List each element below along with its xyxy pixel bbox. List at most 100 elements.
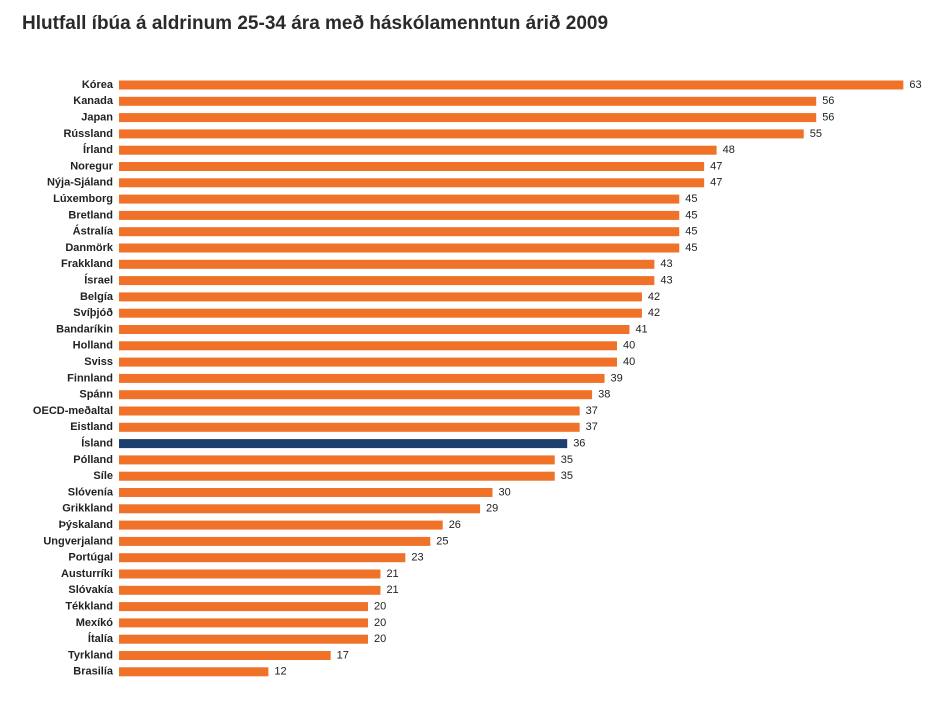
category-label: OECD-meðaltal [33, 405, 113, 417]
bar [119, 292, 642, 302]
bar [119, 243, 680, 253]
category-label: Holland [73, 340, 113, 352]
category-label: Bandaríkin [56, 323, 113, 335]
category-label: Eistland [70, 421, 113, 433]
value-label: 36 [573, 438, 585, 450]
bar [119, 634, 368, 644]
category-label: Síle [93, 470, 113, 482]
bar [119, 504, 481, 514]
value-label: 26 [449, 519, 461, 531]
value-label: 56 [822, 95, 834, 107]
bar [119, 113, 817, 123]
value-label: 20 [374, 601, 386, 613]
category-label: Spánn [79, 389, 113, 401]
bar [119, 80, 904, 90]
category-label: Portúgal [68, 552, 113, 564]
bar [119, 325, 630, 334]
bar [119, 651, 331, 660]
category-label: Svíþjóð [73, 307, 113, 319]
value-label: 55 [810, 128, 822, 140]
value-label: 38 [598, 389, 610, 401]
value-label: 45 [685, 193, 697, 205]
value-label: 43 [660, 275, 672, 287]
category-label: Tékkland [65, 601, 113, 613]
category-label: Írland [83, 143, 113, 156]
value-label: 20 [374, 617, 386, 629]
value-label: 21 [386, 568, 398, 580]
category-label: Danmörk [65, 242, 114, 254]
value-label: 40 [623, 356, 635, 368]
category-label: Ástralía [73, 225, 114, 238]
bar [119, 96, 817, 106]
value-label: 25 [436, 535, 448, 547]
category-label: Finnland [67, 372, 113, 384]
bar [119, 585, 381, 595]
value-label: 37 [586, 405, 598, 417]
category-label: Pólland [73, 454, 113, 466]
category-label: Nýja-Sjáland [47, 177, 113, 189]
bar [119, 276, 655, 286]
value-label: 42 [648, 291, 660, 303]
category-label: Mexíkó [76, 617, 114, 629]
category-label: Ungverjaland [43, 535, 113, 547]
bar [119, 178, 705, 188]
category-label: Japan [81, 112, 113, 124]
value-label: 45 [685, 242, 697, 254]
bar [119, 569, 381, 579]
value-label: 39 [611, 372, 623, 384]
bar [119, 455, 555, 465]
bar [119, 227, 680, 237]
value-label: 56 [822, 112, 834, 124]
bar [119, 422, 580, 432]
bar [119, 488, 493, 497]
bar [119, 406, 580, 416]
value-label: 63 [909, 79, 921, 91]
category-label: Sviss [84, 356, 113, 368]
category-label: Brasilía [73, 666, 114, 678]
value-label: 40 [623, 340, 635, 352]
value-label: 43 [660, 258, 672, 270]
bar [119, 536, 431, 546]
category-label: Rússland [63, 128, 113, 140]
category-label: Grikkland [62, 503, 113, 515]
category-label: Ítalía [88, 632, 114, 645]
bar [119, 259, 655, 269]
bar [119, 162, 705, 171]
bar [119, 145, 717, 155]
bar [119, 357, 617, 367]
category-label: Slóvenía [68, 486, 114, 498]
bar [119, 194, 680, 204]
value-label: 35 [561, 470, 573, 482]
value-label: 17 [337, 649, 349, 661]
value-label: 41 [635, 323, 647, 335]
bar [119, 471, 555, 481]
value-label: 12 [274, 666, 286, 678]
bar [119, 553, 406, 563]
category-label: Austurríki [61, 568, 113, 580]
bar [119, 520, 443, 530]
bar [119, 618, 368, 628]
value-label: 45 [685, 209, 697, 221]
bar [119, 390, 593, 400]
chart-title: Hlutfall íbúa á aldrinum 25-34 ára með h… [22, 13, 608, 34]
value-label: 37 [586, 421, 598, 433]
bar [119, 308, 642, 318]
value-label: 20 [374, 633, 386, 645]
category-label: Slóvakía [68, 584, 114, 596]
category-label: Bretland [68, 209, 113, 221]
value-label: 23 [411, 552, 423, 564]
category-label: Ísland [81, 437, 113, 450]
value-label: 42 [648, 307, 660, 319]
category-label: Noregur [70, 160, 114, 172]
bar [119, 341, 617, 351]
category-label: Ísrael [84, 274, 113, 287]
value-label: 30 [499, 486, 511, 498]
bar [119, 439, 568, 449]
category-label: Tyrkland [68, 649, 113, 661]
category-label: Lúxemborg [53, 193, 113, 205]
value-label: 21 [386, 584, 398, 596]
bar [119, 210, 680, 220]
bar [119, 667, 269, 677]
value-label: 29 [486, 503, 498, 515]
